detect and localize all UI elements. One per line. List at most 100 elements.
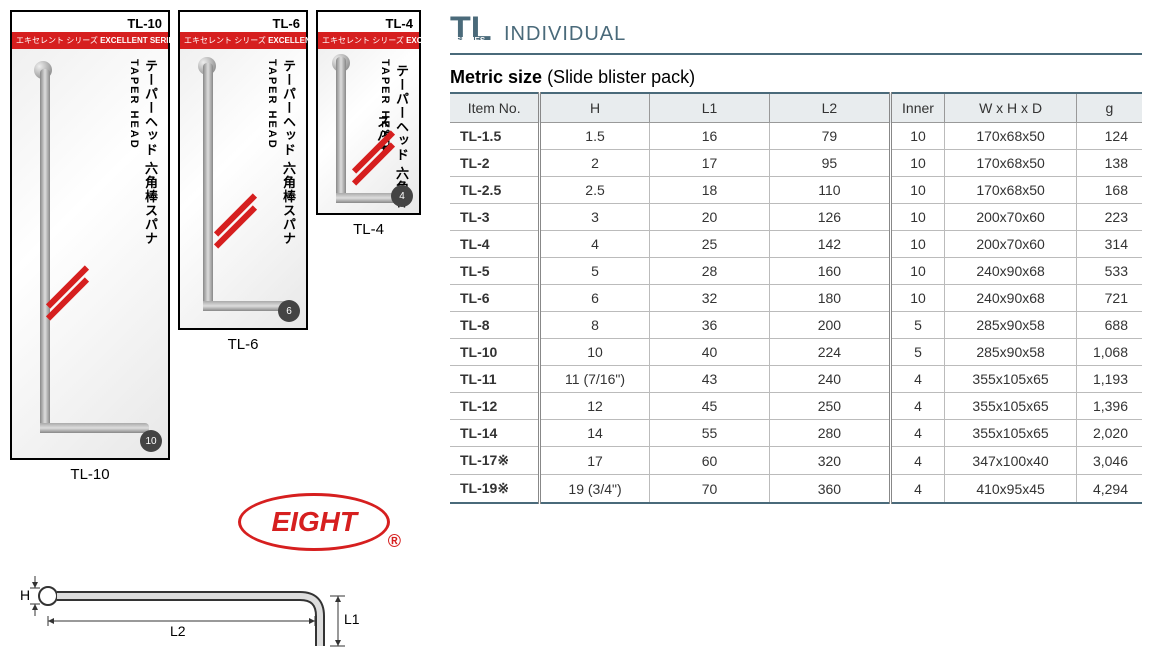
cell: 12 <box>540 393 649 420</box>
eight-logo: EIGHT <box>238 493 390 551</box>
cell: 224 <box>770 339 890 366</box>
cell: 40 <box>649 339 769 366</box>
cell: 138 <box>1076 150 1142 177</box>
cell: 1,068 <box>1076 339 1142 366</box>
cell: TL-3 <box>450 204 540 231</box>
cell: TL-2.5 <box>450 177 540 204</box>
table-row: TL-1.51.5167910170x68x50124 <box>450 123 1142 150</box>
cell: 10 <box>890 285 945 312</box>
cell: 168 <box>1076 177 1142 204</box>
table-row: TL-442514210200x70x60314 <box>450 231 1142 258</box>
spec-table: Item No.HL1L2InnerW x H x Dg TL-1.51.516… <box>450 92 1142 504</box>
product-card: TL-6 エキセレント シリーズ EXCELLENT SERIES テーパーヘッ… <box>178 10 308 330</box>
cell: 250 <box>770 393 890 420</box>
title-row: TL INDIVIDUAL <box>450 10 1142 55</box>
col-header: Item No. <box>450 93 540 123</box>
cell: TL-2 <box>450 150 540 177</box>
card-label: TL-10 <box>10 466 170 483</box>
cell: 14 <box>540 420 649 447</box>
cell: 10 <box>890 123 945 150</box>
subtitle-paren: (Slide blister pack) <box>547 67 695 87</box>
table-row: TL-1212452504355x105x651,396 <box>450 393 1142 420</box>
cell: 8 <box>540 312 649 339</box>
table-row: TL-332012610200x70x60223 <box>450 204 1142 231</box>
cell: TL-14 <box>450 420 540 447</box>
card-code: TL-4 <box>386 16 413 31</box>
cell: TL-17※ <box>450 447 540 475</box>
cell: 10 <box>890 150 945 177</box>
cell: 2 <box>540 150 649 177</box>
excellent-bar: エキセレント シリーズ EXCELLENT SERIES <box>180 32 306 49</box>
cell: 355x105x65 <box>945 393 1076 420</box>
cell: 688 <box>1076 312 1142 339</box>
cell: 4 <box>540 231 649 258</box>
product-images: TL-10 エキセレント シリーズ EXCELLENT SERIES テーパーヘ… <box>10 10 430 483</box>
cell: 170x68x50 <box>945 150 1076 177</box>
label-h: H <box>20 587 30 603</box>
cell: 17 <box>540 447 649 475</box>
cell: 4 <box>890 475 945 504</box>
col-header: g <box>1076 93 1142 123</box>
vtext-jp: テーパーヘッド 六角棒スパナ <box>279 59 298 246</box>
cell: TL-8 <box>450 312 540 339</box>
cell: 1,396 <box>1076 393 1142 420</box>
cell: 360 <box>770 475 890 504</box>
cell: 18 <box>649 177 769 204</box>
table-row: TL-88362005285x90x58688 <box>450 312 1142 339</box>
right-panel: TL INDIVIDUAL Metric size (Slide blister… <box>450 10 1142 639</box>
cell: 320 <box>770 447 890 475</box>
product-card: TL-10 エキセレント シリーズ EXCELLENT SERIES テーパーヘ… <box>10 10 170 460</box>
cell: 200 <box>770 312 890 339</box>
title-label: INDIVIDUAL <box>504 23 626 46</box>
cell: 240x90x68 <box>945 258 1076 285</box>
vtext-en: TAPER HEAD <box>266 59 278 150</box>
cell: 1,193 <box>1076 366 1142 393</box>
cell: 60 <box>649 447 769 475</box>
cell: 70 <box>649 475 769 504</box>
table-row: TL-663218010240x90x68721 <box>450 285 1142 312</box>
subtitle-bold: Metric size <box>450 67 542 87</box>
cell: 32 <box>649 285 769 312</box>
cell: 5 <box>540 258 649 285</box>
cell: 410x95x45 <box>945 475 1076 504</box>
cell: 355x105x65 <box>945 420 1076 447</box>
card-label: TL-4 <box>316 221 421 238</box>
cell: 79 <box>770 123 890 150</box>
cell: 126 <box>770 204 890 231</box>
table-row: TL-1010402245285x90x581,068 <box>450 339 1142 366</box>
cell: 6 <box>540 285 649 312</box>
cell: TL-6 <box>450 285 540 312</box>
cell: 4 <box>890 366 945 393</box>
col-header: L2 <box>770 93 890 123</box>
cell: 55 <box>649 420 769 447</box>
logo-row: EIGHT <box>10 493 430 551</box>
cell: TL-10 <box>450 339 540 366</box>
cell: TL-11 <box>450 366 540 393</box>
cell: 28 <box>649 258 769 285</box>
cell: TL-1.5 <box>450 123 540 150</box>
vtext-jp: テーパーヘッド 六角棒スパナ <box>141 59 160 246</box>
cell: 10 <box>890 231 945 258</box>
cell: 5 <box>890 339 945 366</box>
cell: 223 <box>1076 204 1142 231</box>
cell: 2,020 <box>1076 420 1142 447</box>
col-header: L1 <box>649 93 769 123</box>
card-label: TL-6 <box>178 336 308 353</box>
cell: 170x68x50 <box>945 123 1076 150</box>
cell: 36 <box>649 312 769 339</box>
subtitle: Metric size (Slide blister pack) <box>450 67 1142 88</box>
cell: 4,294 <box>1076 475 1142 504</box>
cell: 45 <box>649 393 769 420</box>
cell: 124 <box>1076 123 1142 150</box>
cell: 200x70x60 <box>945 231 1076 258</box>
label-l1: L1 <box>344 611 360 627</box>
cell: 160 <box>770 258 890 285</box>
label-l2: L2 <box>170 623 186 639</box>
dimension-diagram: H L2 L1 <box>10 566 430 661</box>
cell: 347x100x40 <box>945 447 1076 475</box>
table-row: TL-1111 (7/16")432404355x105x651,193 <box>450 366 1142 393</box>
cell: 110 <box>770 177 890 204</box>
cell: 95 <box>770 150 890 177</box>
size-badge: 4 <box>391 185 413 207</box>
cell: 2.5 <box>540 177 649 204</box>
